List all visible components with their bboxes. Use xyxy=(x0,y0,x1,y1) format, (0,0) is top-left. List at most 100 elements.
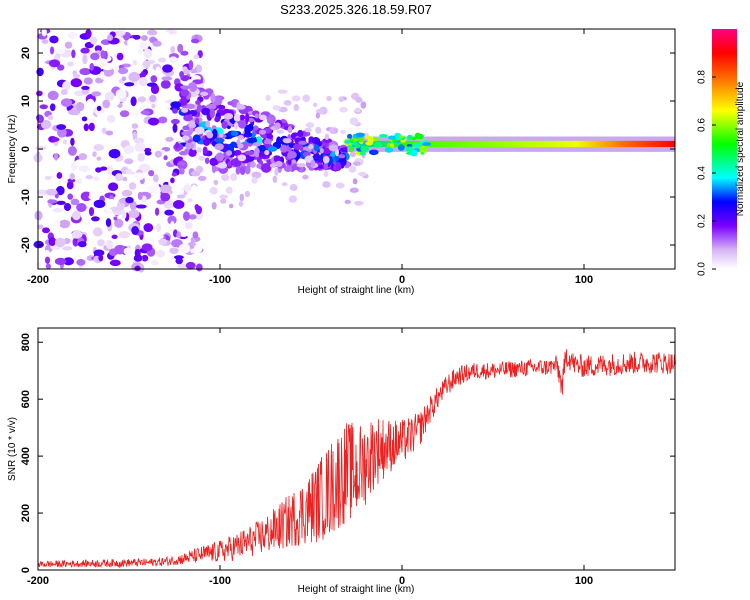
heatmap-cell xyxy=(184,222,193,230)
heatmap-cell xyxy=(128,209,140,219)
heatmap-cell xyxy=(273,155,281,163)
heatmap-cell xyxy=(237,143,244,149)
heatmap-cell xyxy=(121,63,131,68)
heatmap-cell xyxy=(36,90,43,97)
heatmap-cell xyxy=(328,144,339,152)
heatmap-cell xyxy=(54,237,66,248)
heatmap-cell xyxy=(274,167,279,176)
heatmap-cell xyxy=(119,199,127,204)
heatmap-cell xyxy=(188,214,197,220)
heatmap-cell xyxy=(178,243,191,254)
heatmap-cell xyxy=(167,215,177,225)
heatmap-cell xyxy=(252,142,261,147)
heatmap-cell xyxy=(63,257,74,266)
heatmap-cell xyxy=(113,30,126,37)
heatmap-cell xyxy=(182,211,191,221)
heatmap-cell xyxy=(109,259,121,267)
heatmap-cell xyxy=(315,126,322,134)
heatmap-cell xyxy=(68,109,80,116)
heatmap-cell xyxy=(310,159,316,167)
heatmap-cell xyxy=(419,145,428,153)
heatmap-cell xyxy=(238,201,244,207)
heatmap-cell xyxy=(414,132,421,139)
heatmap-cell xyxy=(339,106,348,113)
heatmap-cell xyxy=(170,45,176,54)
snr-y-axis: 0 200 400 600 800 xyxy=(20,333,675,573)
heatmap-cell xyxy=(177,43,184,53)
heatmap-cell xyxy=(183,184,192,192)
heatmap-cell xyxy=(244,150,255,156)
heatmap-cell xyxy=(99,166,108,171)
heatmap-cell xyxy=(106,114,116,124)
heatmap-cell xyxy=(199,91,209,96)
heatmap-cell xyxy=(111,234,118,240)
heatmap-cell xyxy=(138,263,145,273)
heatmap-cell xyxy=(62,139,68,145)
heatmap-cell xyxy=(188,148,197,157)
heatmap-cell xyxy=(369,149,379,156)
heatmap-cell xyxy=(170,101,182,109)
heatmap-cell xyxy=(190,38,200,44)
heatmap-cell xyxy=(70,78,83,88)
heatmap-cell xyxy=(313,144,320,152)
heatmap-cell xyxy=(209,186,218,195)
heatmap-cell xyxy=(364,135,374,140)
heatmap-cell xyxy=(216,104,226,110)
heatmap-cell xyxy=(91,91,102,97)
heatmap-cell xyxy=(198,83,205,89)
heatmap-cell xyxy=(92,227,103,237)
heatmap-cell xyxy=(169,56,178,64)
heatmap-cell xyxy=(360,145,370,153)
heatmap-cell xyxy=(147,185,157,194)
heatmap-cell xyxy=(288,195,298,203)
heatmap-cell xyxy=(253,147,260,158)
heatmap-cell xyxy=(398,135,404,139)
heatmap-cell xyxy=(163,200,175,209)
heatmap-cell xyxy=(106,34,114,41)
heatmap-cell xyxy=(138,163,151,173)
heatmap-cell xyxy=(213,179,219,186)
heatmap-cell xyxy=(133,254,143,262)
heatmap-cell xyxy=(36,189,48,195)
heatmap-cell xyxy=(105,218,112,227)
heatmap-cell xyxy=(152,40,162,47)
heatmap-cell xyxy=(132,34,141,40)
heatmap-cell xyxy=(157,234,164,239)
heatmap-cell xyxy=(260,162,272,173)
colorbar-label: Normalized spectral amplitude xyxy=(735,81,746,216)
y-tick-label: 10 xyxy=(20,95,32,107)
heatmap-cell xyxy=(80,47,90,54)
heatmap-cell xyxy=(130,96,137,107)
heatmap-cell xyxy=(106,199,117,205)
heatmap-cell xyxy=(291,95,301,102)
heatmap-cell xyxy=(185,261,196,270)
heatmap-cell xyxy=(67,31,77,40)
heatmap-cell xyxy=(125,196,134,204)
heatmap-cell xyxy=(131,165,138,173)
heatmap-cell xyxy=(92,151,97,158)
heatmap-cell xyxy=(83,77,93,85)
signal-ridge xyxy=(347,140,675,148)
heatmap-cell xyxy=(139,41,149,50)
heatmap-cell xyxy=(84,221,93,227)
heatmap-cell xyxy=(315,112,321,119)
heatmap-cell xyxy=(96,105,102,112)
heatmap-cell xyxy=(422,142,432,146)
heatmap-cell xyxy=(304,127,312,133)
snr-y-axis-label: SNR (10 * v/v) xyxy=(7,417,18,481)
heatmap-cell xyxy=(209,108,216,119)
heatmap-cell xyxy=(219,194,229,199)
heatmap-cell xyxy=(128,182,137,190)
heatmap-cell xyxy=(227,160,232,167)
heatmap-cell xyxy=(324,133,330,141)
heatmap-cell xyxy=(190,248,196,254)
heatmap-cell xyxy=(173,200,185,209)
snr-x-axis: -200 -100 0 100 xyxy=(27,328,593,587)
heatmap-cell xyxy=(211,201,217,210)
heatmap-cell xyxy=(287,151,297,159)
x-tick-label: -100 xyxy=(209,575,231,587)
heatmap-cell xyxy=(41,27,47,37)
heatmap-cell xyxy=(81,85,90,90)
heatmap-cell xyxy=(214,143,224,151)
heatmap-cell xyxy=(116,52,124,61)
